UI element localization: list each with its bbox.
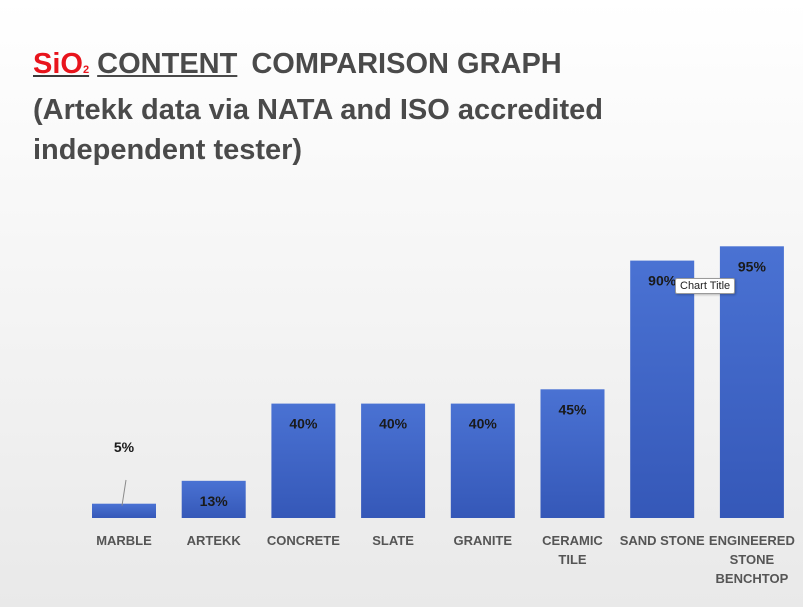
data-label-0: 5% (114, 439, 135, 455)
category-label-2: CONCRETE (267, 533, 340, 548)
chart-title-block: SiO2 CONTENT COMPARISON GRAPH (Artekk dat… (33, 44, 773, 170)
title-line: SiO2 CONTENT COMPARISON GRAPH (33, 44, 773, 90)
data-label-1: 13% (200, 493, 229, 509)
category-label-6: SAND STONE (620, 533, 705, 548)
bar-6 (630, 260, 695, 518)
data-label-3: 40% (379, 416, 408, 432)
category-label-7: ENGINEERED STONE BENCHTOP (709, 533, 795, 586)
category-label-0: MARBLE (96, 533, 152, 548)
title-content-word: CONTENT (97, 48, 238, 80)
bar-0 (92, 503, 156, 518)
bar-5 (540, 389, 605, 518)
title-rest: COMPARISON GRAPH (251, 48, 562, 80)
bar-1 (181, 480, 246, 518)
data-label-7: 95% (738, 258, 767, 274)
sio2-formula: SiO2 (33, 48, 90, 80)
chart-title-tooltip: Chart Title (675, 278, 736, 294)
data-label-6: 90% (648, 273, 677, 289)
category-label-5: CERAMIC TILE (542, 533, 603, 567)
category-label-3: SLATE (372, 533, 414, 548)
category-label-1: ARTEKK (187, 533, 242, 548)
data-label-2: 40% (289, 416, 318, 432)
data-label-4: 40% (469, 416, 498, 432)
bar-3 (361, 403, 426, 518)
bar-2 (271, 403, 336, 518)
bar-4 (450, 403, 515, 518)
chart-subtitle: (Artekk data via NATA and ISO accredited… (33, 94, 603, 166)
leader-line-0 (121, 479, 127, 506)
category-label-4: GRANITE (454, 533, 513, 548)
data-label-5: 45% (558, 401, 587, 417)
